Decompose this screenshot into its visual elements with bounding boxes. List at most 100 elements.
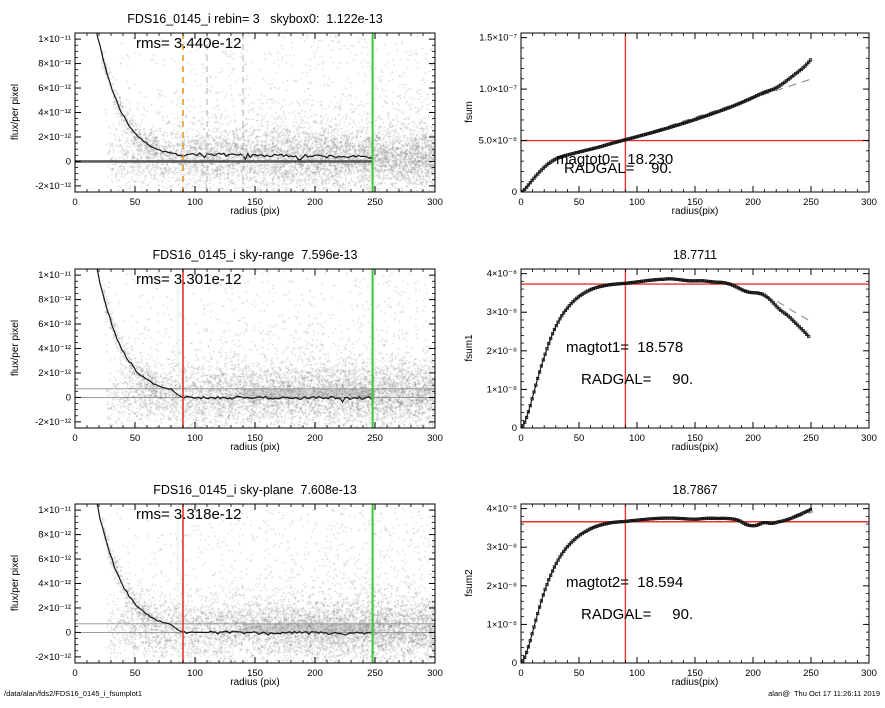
svg-text:250: 250 <box>803 668 819 679</box>
svg-text:3×10⁻⁸: 3×10⁻⁸ <box>487 307 517 318</box>
panel-title-fsum1: 18.7711 <box>672 248 718 262</box>
svg-text:-2×10⁻¹²: -2×10⁻¹² <box>35 181 71 192</box>
svg-text:150: 150 <box>687 433 703 444</box>
svg-text:2×10⁻¹²: 2×10⁻¹² <box>38 603 71 614</box>
svg-text:6×10⁻¹²: 6×10⁻¹² <box>38 554 71 565</box>
x-axis-label-left-top: radius (pix) <box>230 206 280 217</box>
svg-text:2×10⁻⁸: 2×10⁻⁸ <box>487 346 517 357</box>
svg-text:200: 200 <box>307 197 323 208</box>
svg-text:2×10⁻⁸: 2×10⁻⁸ <box>487 581 517 592</box>
svg-text:50: 50 <box>574 197 585 208</box>
svg-text:2×10⁻¹²: 2×10⁻¹² <box>38 132 71 143</box>
svg-text:0: 0 <box>518 433 523 444</box>
scatter-canvas-bottom <box>75 504 435 663</box>
svg-text:4×10⁻⁸: 4×10⁻⁸ <box>487 504 517 515</box>
rms-annotation-top: rms= 3.440e-12 <box>136 35 242 52</box>
svg-text:300: 300 <box>861 668 877 679</box>
svg-text:50: 50 <box>130 668 141 679</box>
svg-text:150: 150 <box>247 197 263 208</box>
svg-text:250: 250 <box>367 668 383 679</box>
svg-text:1×10⁻¹¹: 1×10⁻¹¹ <box>38 34 71 45</box>
svg-text:150: 150 <box>687 668 703 679</box>
svg-text:0: 0 <box>512 658 517 669</box>
y-axis-label-flux-middle: flux/per pixel <box>10 319 21 377</box>
svg-text:0: 0 <box>518 197 523 208</box>
svg-text:3×10⁻⁸: 3×10⁻⁸ <box>487 542 517 553</box>
svg-text:1.5×10⁻⁷: 1.5×10⁻⁷ <box>479 33 517 44</box>
svg-text:8×10⁻¹²: 8×10⁻¹² <box>38 295 71 306</box>
svg-text:1.0×10⁻⁷: 1.0×10⁻⁷ <box>479 84 517 95</box>
svg-text:50: 50 <box>130 433 141 444</box>
svg-text:100: 100 <box>187 668 203 679</box>
svg-text:6×10⁻¹²: 6×10⁻¹² <box>38 83 71 94</box>
footer-file-path: /data/alan/fds2/FDS16_0145_i_fsumplot1 <box>4 689 143 698</box>
svg-text:4×10⁻¹²: 4×10⁻¹² <box>38 579 71 590</box>
svg-text:8×10⁻¹²: 8×10⁻¹² <box>38 530 71 541</box>
x-axis-label-left-bottom: radius (pix) <box>230 677 280 688</box>
radgal2-annotation: RADGAL= 90. <box>581 606 694 623</box>
x-axis-label-right-bottom: radius(pix) <box>671 677 719 688</box>
svg-text:250: 250 <box>803 197 819 208</box>
svg-text:1×10⁻⁸: 1×10⁻⁸ <box>487 384 517 395</box>
svg-text:4×10⁻¹²: 4×10⁻¹² <box>38 344 71 355</box>
svg-text:0: 0 <box>66 156 71 167</box>
svg-text:-2×10⁻¹²: -2×10⁻¹² <box>35 652 71 663</box>
svg-text:200: 200 <box>745 197 761 208</box>
svg-text:0: 0 <box>72 668 77 679</box>
svg-text:2×10⁻¹²: 2×10⁻¹² <box>38 368 71 379</box>
panel-title-skyplane: FDS16_0145_i sky-plane 7.608e-13 <box>153 483 357 497</box>
svg-text:300: 300 <box>427 668 443 679</box>
svg-text:1×10⁻¹¹: 1×10⁻¹¹ <box>38 270 71 281</box>
svg-text:-2×10⁻¹²: -2×10⁻¹² <box>35 417 71 428</box>
footer-user-timestamp: alan@ Thu Oct 17 11:26:11 2019 <box>768 689 880 698</box>
x-axis-label-right-top: radius(pix) <box>671 206 719 217</box>
svg-text:150: 150 <box>247 668 263 679</box>
svg-text:300: 300 <box>861 197 877 208</box>
svg-text:4×10⁻¹²: 4×10⁻¹² <box>38 108 71 119</box>
magtot0-annotation: magtot0= 18.230 <box>556 151 674 168</box>
svg-text:0: 0 <box>518 668 523 679</box>
y-axis-label-fsum0: fsum <box>464 101 475 123</box>
y-axis-label-fsum1: fsum1 <box>464 334 475 362</box>
svg-text:8×10⁻¹²: 8×10⁻¹² <box>38 59 71 70</box>
panel-title-rebin: FDS16_0145_i rebin= 3 skybox0: 1.122e-13 <box>127 12 383 26</box>
svg-text:100: 100 <box>629 668 645 679</box>
panel-title-skyrange: FDS16_0145_i sky-range 7.596e-13 <box>152 248 358 262</box>
svg-text:5.0×10⁻⁸: 5.0×10⁻⁸ <box>479 136 517 147</box>
svg-text:0: 0 <box>72 433 77 444</box>
y-axis-label-flux-top: flux/per pixel <box>10 83 21 141</box>
radgal0-annotation: RADGAL= 90. <box>564 160 672 177</box>
svg-text:50: 50 <box>574 668 585 679</box>
x-axis-label-right-middle: radius(pix) <box>671 442 719 453</box>
rms-annotation-middle: rms= 3.301e-12 <box>136 271 242 288</box>
svg-text:200: 200 <box>745 433 761 444</box>
svg-text:200: 200 <box>307 668 323 679</box>
svg-text:250: 250 <box>367 197 383 208</box>
svg-text:100: 100 <box>187 433 203 444</box>
radgal1-annotation: RADGAL= 90. <box>581 371 694 388</box>
magtot2-annotation: magtot2= 18.594 <box>566 574 684 591</box>
svg-text:1×10⁻¹¹: 1×10⁻¹¹ <box>38 505 71 516</box>
y-axis-label-fsum2: fsum2 <box>464 569 475 597</box>
svg-text:0: 0 <box>512 423 517 434</box>
svg-text:150: 150 <box>687 197 703 208</box>
svg-text:0: 0 <box>66 392 71 403</box>
svg-text:300: 300 <box>861 433 877 444</box>
svg-text:0: 0 <box>72 197 77 208</box>
svg-text:0: 0 <box>512 187 517 198</box>
panel-title-fsum2: 18.7867 <box>672 483 718 497</box>
svg-text:250: 250 <box>367 433 383 444</box>
svg-text:50: 50 <box>130 197 141 208</box>
svg-text:6×10⁻¹²: 6×10⁻¹² <box>38 319 71 330</box>
svg-text:4×10⁻⁸: 4×10⁻⁸ <box>487 269 517 280</box>
svg-text:0: 0 <box>66 627 71 638</box>
magtot1-annotation: magtot1= 18.578 <box>566 339 684 356</box>
rms-annotation-bottom: rms= 3.318e-12 <box>136 506 242 523</box>
scatter-canvas-top <box>75 33 435 192</box>
svg-text:100: 100 <box>629 197 645 208</box>
svg-text:150: 150 <box>247 433 263 444</box>
svg-text:250: 250 <box>803 433 819 444</box>
svg-text:300: 300 <box>427 433 443 444</box>
